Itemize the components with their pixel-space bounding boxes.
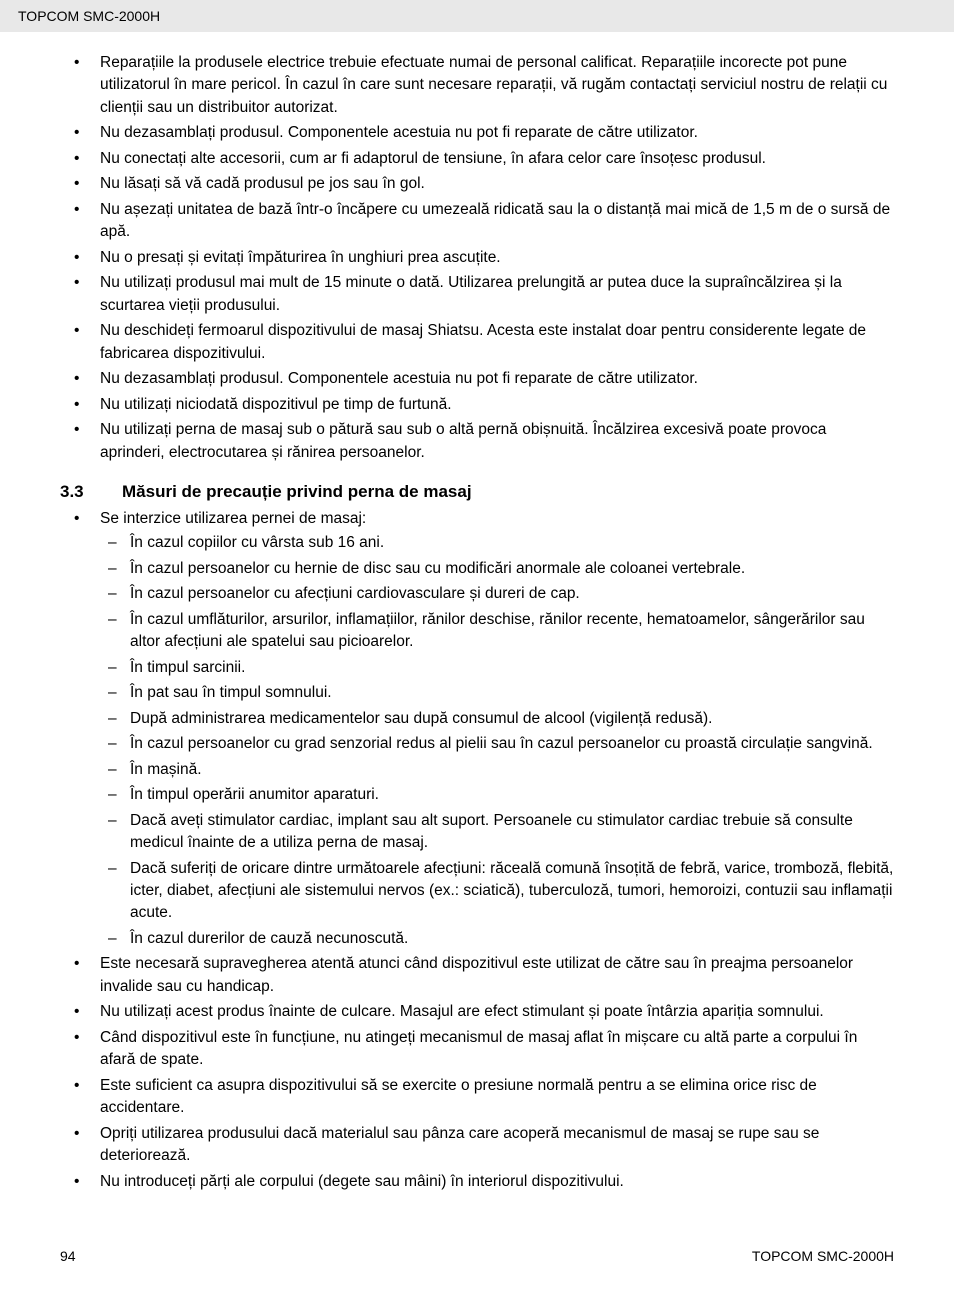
list-item: În cazul umflăturilor, arsurilor, inflam… bbox=[130, 609, 894, 654]
list-item: Nu introduceți părți ale corpului (deget… bbox=[100, 1171, 894, 1193]
list-item: Este necesară supravegherea atentă atunc… bbox=[100, 953, 894, 998]
list-item: Nu dezasamblați produsul. Componentele a… bbox=[100, 368, 894, 390]
list-item: În cazul copiilor cu vârsta sub 16 ani. bbox=[130, 532, 894, 554]
list-item: Nu utilizați niciodată dispozitivul pe t… bbox=[100, 394, 894, 416]
list-item: Dacă aveți stimulator cardiac, implant s… bbox=[130, 810, 894, 855]
safety-list-1: Reparațiile la produsele electrice trebu… bbox=[60, 52, 894, 464]
list-item: Este suficient ca asupra dispozitivului … bbox=[100, 1075, 894, 1120]
footer-product: TOPCOM SMC-2000H bbox=[752, 1248, 894, 1264]
list-item: Nu așezați unitatea de bază într-o încăp… bbox=[100, 199, 894, 244]
safety-list-2: Se interzice utilizarea pernei de masaj:… bbox=[60, 508, 894, 950]
list-item: În cazul persoanelor cu afecțiuni cardio… bbox=[130, 583, 894, 605]
list-item: Când dispozitivul este în funcțiune, nu … bbox=[100, 1027, 894, 1072]
list-item: În timpul operării anumitor aparaturi. bbox=[130, 784, 894, 806]
list-item: În pat sau în timpul somnului. bbox=[130, 682, 894, 704]
list-item: Opriți utilizarea produsului dacă materi… bbox=[100, 1123, 894, 1168]
section-heading: 3.3 Măsuri de precauție privind perna de… bbox=[60, 482, 894, 502]
list-item: În cazul persoanelor cu grad senzorial r… bbox=[130, 733, 894, 755]
list-item: În timpul sarcinii. bbox=[130, 657, 894, 679]
list-item: În cazul durerilor de cauză necunoscută. bbox=[130, 928, 894, 950]
list-item: Se interzice utilizarea pernei de masaj:… bbox=[100, 508, 894, 950]
list-item: După administrarea medicamentelor sau du… bbox=[130, 708, 894, 730]
list-item: Nu dezasamblați produsul. Componentele a… bbox=[100, 122, 894, 144]
list-intro-text: Se interzice utilizarea pernei de masaj: bbox=[100, 510, 366, 527]
list-item: Nu utilizați perna de masaj sub o pătură… bbox=[100, 419, 894, 464]
section-title: Măsuri de precauție privind perna de mas… bbox=[122, 482, 472, 502]
page-number: 94 bbox=[60, 1248, 76, 1264]
header-product: TOPCOM SMC-2000H bbox=[18, 8, 160, 24]
section-number: 3.3 bbox=[60, 482, 122, 502]
page-content: Reparațiile la produsele electrice trebu… bbox=[0, 32, 954, 1193]
list-item: Nu utilizați produsul mai mult de 15 min… bbox=[100, 272, 894, 317]
prohibition-sublist: În cazul copiilor cu vârsta sub 16 ani. Î… bbox=[100, 532, 894, 950]
list-item: Dacă suferiți de oricare dintre următoar… bbox=[130, 858, 894, 925]
list-item: Nu o presați și evitați împăturirea în u… bbox=[100, 247, 894, 269]
list-item: Nu conectați alte accesorii, cum ar fi a… bbox=[100, 148, 894, 170]
list-item: În cazul persoanelor cu hernie de disc s… bbox=[130, 558, 894, 580]
list-item: În mașină. bbox=[130, 759, 894, 781]
list-item: Reparațiile la produsele electrice trebu… bbox=[100, 52, 894, 119]
page-footer: 94 TOPCOM SMC-2000H bbox=[60, 1248, 894, 1264]
list-item: Nu lăsați să vă cadă produsul pe jos sau… bbox=[100, 173, 894, 195]
list-item: Nu deschideți fermoarul dispozitivului d… bbox=[100, 320, 894, 365]
list-item: Nu utilizați acest produs înainte de cul… bbox=[100, 1001, 894, 1023]
safety-list-2-continued: Este necesară supravegherea atentă atunc… bbox=[60, 953, 894, 1193]
header-bar: TOPCOM SMC-2000H bbox=[0, 0, 954, 32]
